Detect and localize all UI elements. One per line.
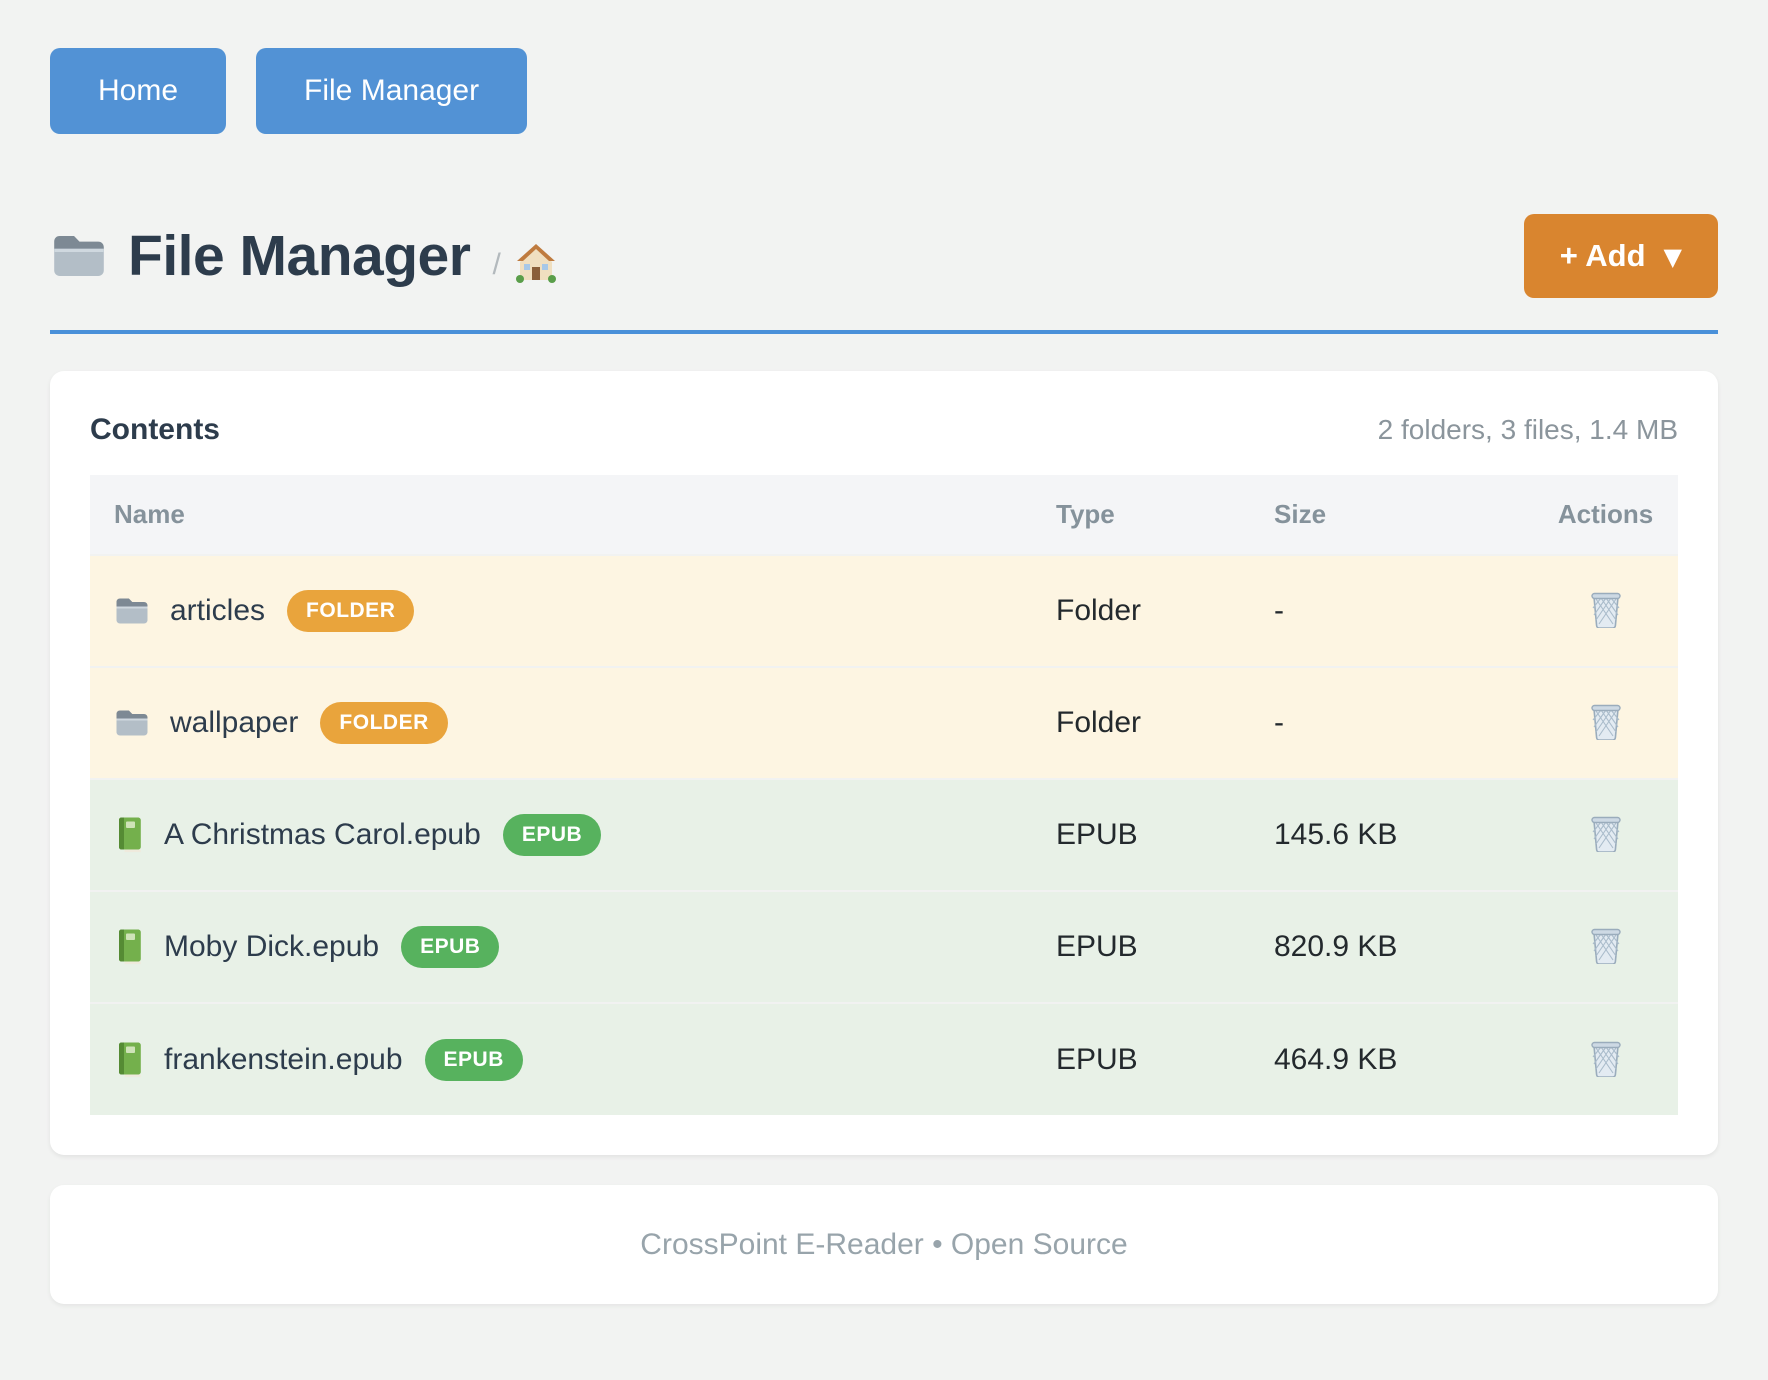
file-name[interactable]: frankenstein.epub bbox=[164, 1042, 403, 1076]
green-book-icon bbox=[114, 1042, 144, 1078]
table-row: articles FOLDER Folder - bbox=[90, 555, 1678, 667]
breadcrumb-separator: / bbox=[492, 248, 501, 281]
type-cell: EPUB bbox=[1056, 1042, 1138, 1076]
folder-badge: FOLDER bbox=[287, 590, 415, 632]
contents-summary: 2 folders, 3 files, 1.4 MB bbox=[1377, 414, 1678, 445]
actions-cell bbox=[1533, 667, 1678, 779]
epub-badge: EPUB bbox=[502, 814, 602, 856]
file-manager-page: Home File Manager File Manager / bbox=[50, 48, 1718, 1304]
table-header-row: Name Type Size Actions bbox=[90, 475, 1678, 555]
name-cell: frankenstein.epub EPUB bbox=[90, 1003, 1032, 1115]
actions-cell bbox=[1533, 891, 1678, 1003]
name-cell: wallpaper FOLDER bbox=[90, 667, 1032, 779]
trash-icon bbox=[1590, 816, 1621, 853]
folder-icon bbox=[50, 232, 108, 280]
contents-title: Contents bbox=[90, 413, 220, 446]
house-icon[interactable] bbox=[515, 243, 557, 283]
delete-button[interactable] bbox=[1585, 586, 1627, 632]
delete-button[interactable] bbox=[1585, 1035, 1627, 1081]
size-cell: - bbox=[1274, 706, 1284, 739]
page-title: File Manager bbox=[128, 224, 471, 288]
file-name[interactable]: Moby Dick.epub bbox=[164, 930, 380, 963]
actions-cell bbox=[1533, 555, 1678, 667]
name-cell: Moby Dick.epub EPUB bbox=[90, 891, 1032, 1003]
top-nav: Home File Manager bbox=[50, 48, 1718, 134]
trash-icon bbox=[1590, 1041, 1621, 1078]
table-row: Moby Dick.epub EPUB EPUB 820.9 KB bbox=[90, 891, 1678, 1003]
folder-icon bbox=[114, 596, 150, 626]
size-cell: 464.9 KB bbox=[1274, 1042, 1398, 1076]
file-manager-button[interactable]: File Manager bbox=[256, 48, 528, 134]
contents-card: Contents 2 folders, 3 files, 1.4 MB Name… bbox=[50, 371, 1718, 1155]
epub-badge: EPUB bbox=[401, 926, 500, 968]
folder-badge: FOLDER bbox=[320, 702, 448, 744]
page-header: File Manager / + Add ▼ bbox=[50, 214, 1718, 298]
footer-text: CrossPoint E-Reader • Open Source bbox=[640, 1227, 1128, 1261]
header-divider bbox=[50, 330, 1718, 334]
column-header-actions: Actions bbox=[1533, 475, 1678, 555]
file-name[interactable]: wallpaper bbox=[170, 706, 299, 739]
title-group: File Manager / bbox=[50, 223, 557, 289]
size-cell: 145.6 KB bbox=[1274, 818, 1398, 851]
name-cell: A Christmas Carol.epub EPUB bbox=[90, 779, 1032, 891]
column-header-size: Size bbox=[1250, 475, 1533, 555]
table-row: wallpaper FOLDER Folder - bbox=[90, 667, 1678, 779]
table-row: A Christmas Carol.epub EPUB EPUB 145.6 K… bbox=[90, 779, 1678, 891]
type-cell: EPUB bbox=[1056, 930, 1138, 963]
folder-icon bbox=[114, 708, 150, 738]
size-cell: - bbox=[1274, 594, 1284, 627]
trash-icon bbox=[1590, 704, 1621, 741]
caret-down-icon: ▼ bbox=[1663, 243, 1682, 271]
file-name[interactable]: A Christmas Carol.epub bbox=[164, 818, 481, 851]
size-cell: 820.9 KB bbox=[1274, 930, 1398, 963]
type-cell: Folder bbox=[1056, 594, 1142, 627]
contents-header: Contents 2 folders, 3 files, 1.4 MB bbox=[90, 413, 1678, 447]
green-book-icon bbox=[114, 817, 144, 853]
type-cell: Folder bbox=[1056, 706, 1142, 739]
type-cell: EPUB bbox=[1056, 818, 1138, 851]
file-table: Name Type Size Actions articles FOLDER bbox=[90, 475, 1678, 1115]
actions-cell bbox=[1533, 1003, 1678, 1115]
column-header-name: Name bbox=[90, 475, 1032, 555]
trash-icon bbox=[1590, 592, 1621, 629]
delete-button[interactable] bbox=[1585, 922, 1627, 968]
delete-button[interactable] bbox=[1585, 810, 1627, 856]
column-header-type: Type bbox=[1032, 475, 1250, 555]
table-row: frankenstein.epub EPUB EPUB 464.9 KB bbox=[90, 1003, 1678, 1115]
epub-badge: EPUB bbox=[424, 1038, 523, 1081]
trash-icon bbox=[1590, 928, 1621, 965]
file-name[interactable]: articles bbox=[170, 594, 266, 627]
actions-cell bbox=[1533, 779, 1678, 891]
add-button[interactable]: + Add ▼ bbox=[1523, 214, 1718, 298]
add-button-label: + Add bbox=[1559, 238, 1646, 273]
name-cell: articles FOLDER bbox=[90, 555, 1032, 667]
home-button[interactable]: Home bbox=[50, 48, 227, 134]
delete-button[interactable] bbox=[1585, 698, 1627, 744]
green-book-icon bbox=[114, 929, 144, 965]
footer-card: CrossPoint E-Reader • Open Source bbox=[50, 1185, 1718, 1304]
